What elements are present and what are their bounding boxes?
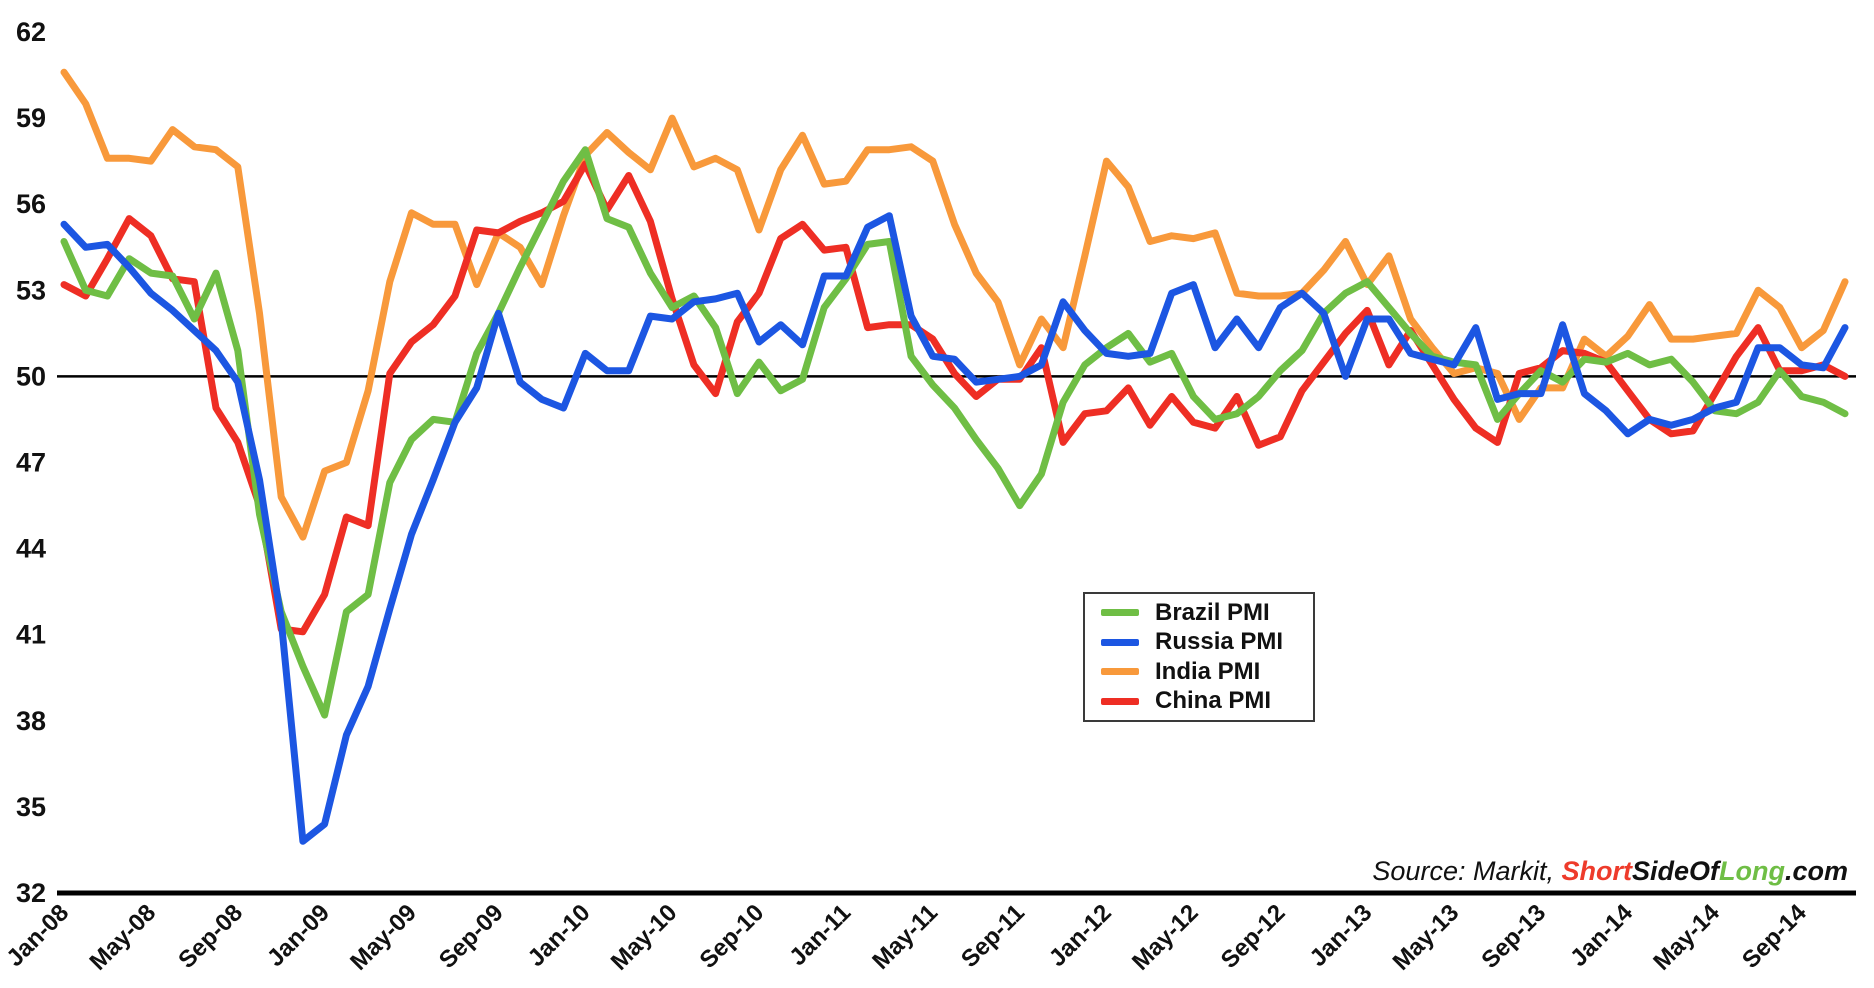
x-axis-label-Sep-08: Sep-08: [173, 899, 248, 974]
brand-sideof: SideOf: [1631, 856, 1719, 886]
legend-item-india: India PMI: [1101, 658, 1313, 686]
x-axis-label-Jan-09: Jan-09: [262, 899, 335, 972]
x-axis-label-Jan-13: Jan-13: [1305, 899, 1378, 972]
x-axis-label-Sep-09: Sep-09: [434, 899, 509, 974]
legend-item-brazil: Brazil PMI: [1101, 599, 1313, 627]
x-axis-label-Sep-11: Sep-11: [956, 899, 1030, 973]
y-axis-label-38: 38: [16, 706, 46, 736]
chart-legend: Brazil PMI Russia PMI India PMI China PM…: [1083, 592, 1315, 722]
x-axis-label-Sep-10: Sep-10: [695, 899, 770, 974]
brand-short: Short: [1561, 856, 1632, 886]
y-axis-label-32: 32: [16, 878, 46, 908]
china-line-swatch: [1101, 697, 1139, 705]
russia-line-swatch: [1101, 638, 1139, 646]
x-axis-label-Jan-14: Jan-14: [1565, 899, 1638, 972]
india-line-swatch: [1101, 668, 1139, 676]
x-axis-label-May-09: May-09: [345, 899, 422, 976]
legend-label-india: India PMI: [1155, 657, 1261, 685]
x-axis-label-May-08: May-08: [84, 899, 161, 976]
x-axis-label-Jan-11: Jan-11: [784, 899, 856, 971]
y-axis-label-59: 59: [16, 103, 46, 133]
x-axis-label-Sep-13: Sep-13: [1476, 899, 1551, 974]
legend-item-russia: Russia PMI: [1101, 628, 1313, 656]
y-axis-label-47: 47: [16, 448, 46, 478]
source-prefix: Source: Markit,: [1372, 856, 1562, 886]
series-line-russia-pmi: [60, 212, 1849, 845]
y-axis-label-44: 44: [16, 534, 46, 564]
x-axis-label-May-14: May-14: [1648, 899, 1725, 976]
legend-item-china: China PMI: [1101, 687, 1313, 715]
x-axis-label-May-10: May-10: [606, 899, 683, 976]
y-axis-label-56: 56: [16, 189, 46, 219]
x-axis-label-May-11: May-11: [867, 899, 943, 975]
y-axis-label-35: 35: [16, 792, 46, 822]
y-axis-label-41: 41: [16, 620, 46, 650]
x-axis-label-May-12: May-12: [1127, 899, 1204, 976]
x-axis-label-Jan-08: Jan-08: [1, 899, 74, 972]
y-axis-label-53: 53: [16, 275, 46, 305]
x-axis-label-Sep-12: Sep-12: [1216, 899, 1291, 974]
series-line-china-pmi: [60, 160, 1849, 636]
source-attribution: Source: Markit, ShortSideOfLong.com: [1372, 856, 1848, 887]
brazil-line-swatch: [1101, 609, 1139, 617]
y-axis-label-50: 50: [16, 361, 46, 391]
legend-label-brazil: Brazil PMI: [1155, 598, 1270, 626]
x-axis-label-May-13: May-13: [1388, 899, 1465, 976]
x-axis-label-Jan-12: Jan-12: [1044, 899, 1117, 972]
series-line-india-pmi: [60, 68, 1849, 541]
x-axis-label-Jan-10: Jan-10: [523, 899, 596, 972]
legend-label-china: China PMI: [1155, 687, 1272, 715]
brand-long: Long: [1718, 856, 1785, 886]
series-line-brazil-pmi: [60, 146, 1849, 719]
brand-domain: .com: [1784, 856, 1848, 886]
legend-label-russia: Russia PMI: [1155, 628, 1284, 656]
x-axis-label-Sep-14: Sep-14: [1737, 899, 1812, 974]
y-axis-label-62: 62: [16, 17, 46, 47]
